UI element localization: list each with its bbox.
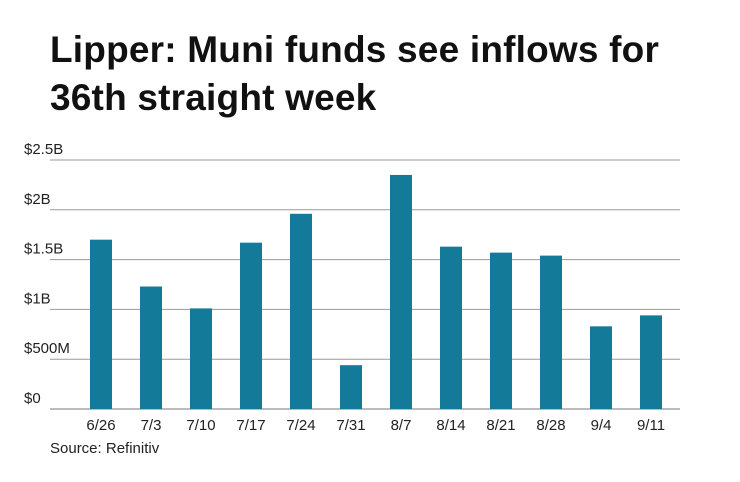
x-tick-label: 8/7 [391, 417, 412, 434]
x-tick-label: 6/26 [86, 417, 115, 434]
x-tick-label: 7/10 [186, 417, 215, 434]
x-tick-label: 9/11 [637, 417, 665, 434]
x-tick-label: 7/31 [336, 417, 365, 434]
bar [540, 255, 562, 409]
x-axis-tick-labels: 6/26 7/3 7/10 7/17 7/24 7/31 8/7 8/14 8/21 8/28 9/… [86, 417, 665, 434]
x-tick-label: 8/28 [536, 417, 565, 434]
bar [440, 246, 462, 409]
bar [490, 252, 512, 409]
x-tick-label: 7/17 [236, 417, 265, 434]
y-tick-label: $1.5B [24, 241, 63, 258]
x-tick-label: 8/14 [436, 417, 465, 434]
y-tick-label: $500M [24, 340, 70, 357]
bar [240, 242, 262, 409]
x-tick-label: 9/4 [591, 417, 612, 434]
bar [340, 365, 362, 409]
bar [90, 239, 112, 409]
bar [390, 174, 412, 409]
x-tick-label: 8/21 [486, 417, 515, 434]
y-axis-tick-labels: $0 $500M $1B $1.5B $2B $2.5B [24, 141, 70, 407]
bar [590, 326, 612, 409]
x-tick-label: 7/24 [286, 417, 315, 434]
bar [140, 286, 162, 409]
bar [290, 213, 312, 409]
y-tick-label: $0 [24, 390, 41, 407]
chart-title: Lipper: Muni funds see inflows for 36th … [50, 29, 660, 118]
y-tick-label: $2B [24, 191, 51, 208]
source-note: Source: Refinitiv [50, 440, 160, 457]
x-tick-label: 7/3 [141, 417, 162, 434]
bar [640, 315, 662, 409]
y-tick-label: $2.5B [24, 141, 63, 158]
bars [90, 174, 662, 409]
y-tick-label: $1B [24, 290, 51, 307]
bar [190, 308, 212, 409]
